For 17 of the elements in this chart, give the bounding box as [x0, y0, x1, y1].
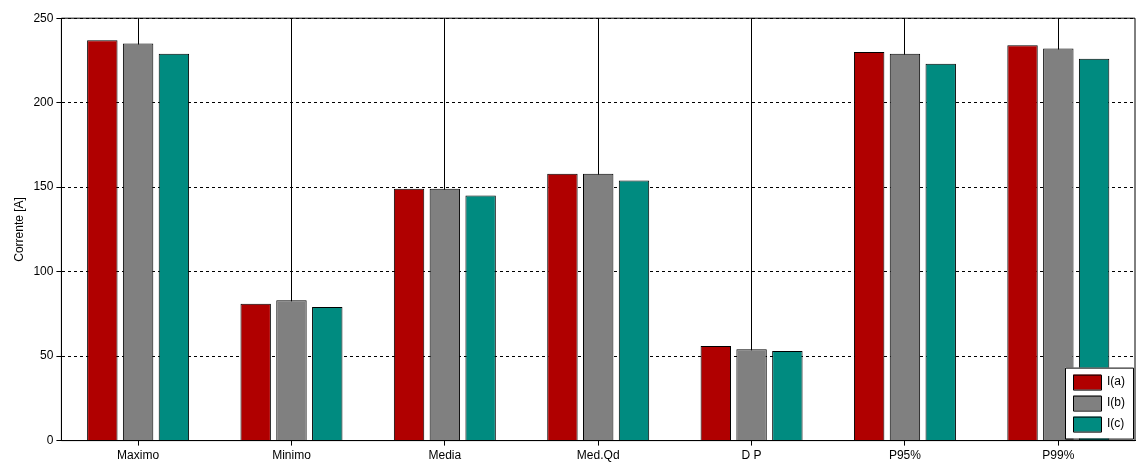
- y-tick-label: 50: [40, 348, 54, 363]
- y-tick-label: 0: [46, 432, 54, 447]
- y-tick-label: 200: [33, 94, 54, 109]
- x-tick-label: D P: [741, 448, 762, 463]
- x-tick-label: Maximo: [117, 448, 160, 463]
- legend-label: I(b): [1107, 395, 1125, 410]
- x-tick-label: P95%: [888, 448, 922, 463]
- y-tick-label: 150: [33, 179, 54, 194]
- legend-label: I(a): [1107, 374, 1125, 389]
- x-tick-label: Media: [428, 448, 462, 463]
- y-axis-title: Corrente [A]: [11, 197, 26, 262]
- legend-label: I(c): [1107, 416, 1125, 431]
- y-tick-label: 100: [33, 263, 54, 278]
- x-tick-label: Minimo: [272, 448, 312, 463]
- x-tick-label: Med.Qd: [576, 448, 620, 463]
- x-tick-label: P99%: [1042, 448, 1075, 463]
- y-tick-label: 250: [33, 10, 54, 25]
